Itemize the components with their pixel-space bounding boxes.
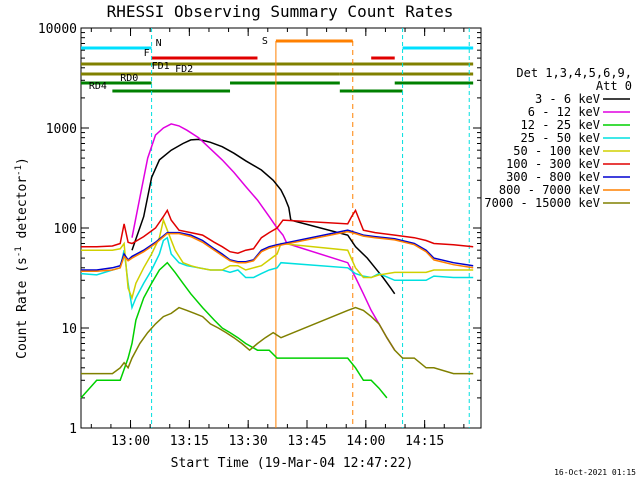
series-line [81,230,474,272]
annotation-label: RD4 [89,81,107,92]
series-line [131,123,396,351]
legend-title-2: Att 0 [596,79,632,93]
y-tick-label: 1 [69,422,77,437]
annotation-label: FD2 [175,64,193,75]
chart-title: RHESSI Observing Summary Count Rates [107,2,454,21]
annotation-label: F [144,48,150,59]
x-tick-label: 13:15 [170,434,209,449]
series-line [81,217,474,301]
series-line [81,306,474,375]
y-tick-label: 10000 [38,22,77,37]
x-axis-label: Start Time (19-Mar-04 12:47:22) [171,456,414,471]
series-line [131,138,396,295]
legend-label: 6 - 12 keV [528,105,600,119]
x-tick-label: 13:30 [229,434,268,449]
series-line [81,208,474,254]
footer-timestamp: 16-Oct-2021 01:15 [554,468,636,477]
x-tick-label: 13:45 [287,434,326,449]
y-tick-label: 10 [61,322,77,337]
legend-label: 12 - 25 keV [521,118,600,132]
series-lines [80,123,474,399]
legend-label: 25 - 50 keV [521,131,600,145]
series-line [80,261,388,399]
y-tick-label: 1000 [46,122,77,137]
axes: 13:00 13:15 13:30 13:45 14:00 14:15 1 10 100 1000… [38,22,481,449]
plot-frame [80,27,482,429]
legend-label: 3 - 6 keV [535,92,600,106]
y-tick-label: 100 [54,222,77,237]
annotation-label: FD1 [152,61,170,72]
legend-label: 100 - 300 keV [506,157,600,171]
legend-title-1: Det 1,3,4,5,6,9, [516,66,632,80]
x-tick-label: 14:00 [346,434,385,449]
attenuator-label: S [262,36,268,47]
annotation-label: N [156,38,162,49]
plot-area [80,27,482,429]
legend-label: 800 - 7000 keV [499,183,600,197]
x-tick-label: 13:00 [111,434,150,449]
annotation-label: RD0 [120,73,138,84]
legend-label: 300 - 800 keV [506,170,600,184]
series-line [81,229,474,271]
y-axis-label: Count Rate (s-1 detector-1) [14,157,30,359]
legend-label: 50 - 100 keV [513,144,600,158]
legend-label: 7000 - 15000 keV [484,196,600,210]
x-tick-label: 14:15 [405,434,444,449]
